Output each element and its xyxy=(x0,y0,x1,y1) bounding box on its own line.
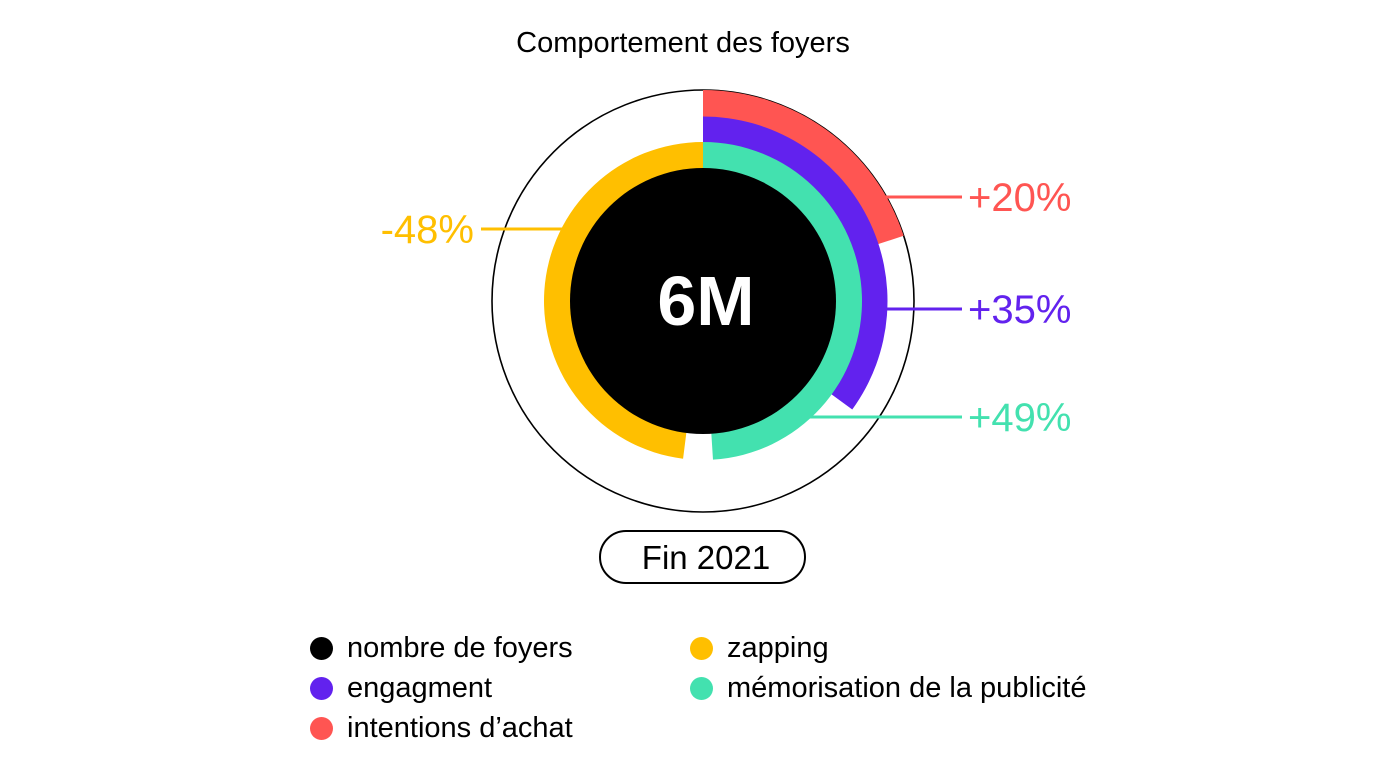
legend-label: zapping xyxy=(727,631,829,664)
legend-item-ad-recall: mémorisation de la publicité xyxy=(690,668,1086,708)
value-label-2: +35% xyxy=(968,288,1071,332)
period-label: Fin 2021 xyxy=(642,539,770,576)
center-value: 6M xyxy=(657,262,754,340)
legend-dot xyxy=(310,716,333,740)
legend-dot xyxy=(690,636,713,660)
legend-label: mémorisation de la publicité xyxy=(727,671,1087,704)
arc-2 xyxy=(703,116,888,410)
legend-label: intentions d’achat xyxy=(347,711,573,744)
legend-dot xyxy=(310,636,333,660)
legend-label: engagment xyxy=(347,671,493,704)
arc-1 xyxy=(703,90,904,245)
period-badge xyxy=(599,530,806,584)
legend-item-purchase-intent: intentions d’achat xyxy=(310,708,573,748)
value-label-1: +20% xyxy=(968,176,1071,220)
legend-dot xyxy=(310,676,333,700)
value-label-4: -48% xyxy=(381,208,474,252)
arc-3 xyxy=(703,142,862,460)
legend-item-households: nombre de foyers xyxy=(310,628,573,668)
legend-dot xyxy=(690,676,713,700)
legend: nombre de foyers engagment intentions d’… xyxy=(310,628,1210,758)
arc-4 xyxy=(543,142,703,459)
legend-item-engagement: engagment xyxy=(310,668,492,708)
chart-title: Comportement des foyers xyxy=(516,27,850,59)
center-disc xyxy=(570,168,836,434)
value-label-3: +49% xyxy=(968,396,1071,440)
legend-label: nombre de foyers xyxy=(347,631,573,664)
legend-item-zapping: zapping xyxy=(690,628,829,668)
